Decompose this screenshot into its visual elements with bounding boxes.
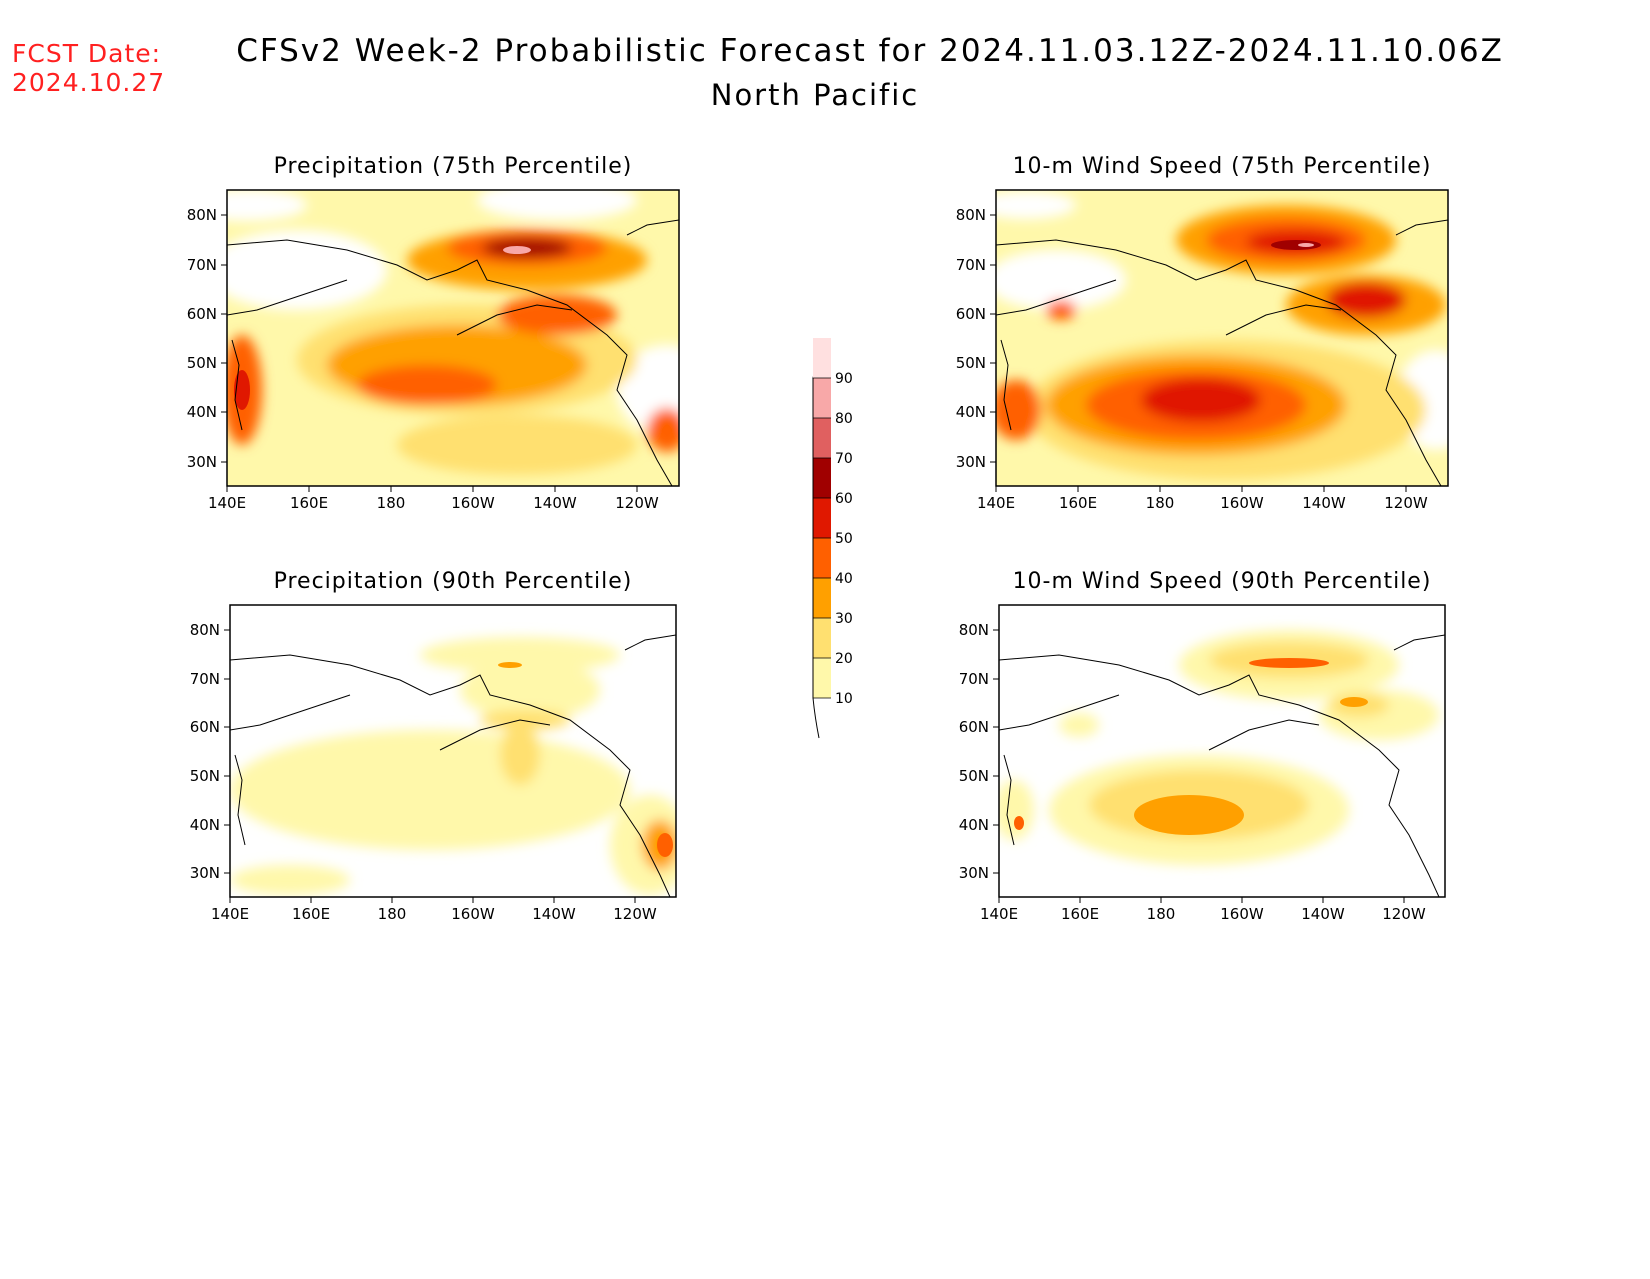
- fcst-date-value: 2024.10.27: [12, 68, 165, 97]
- colorbar-label: 40: [835, 571, 853, 587]
- wind-75-field: [996, 190, 1448, 486]
- panel-precip-75: Precipitation (75th Percentile): [187, 154, 680, 512]
- colorbar-label: 10: [835, 691, 853, 707]
- lon-tick-label: 120W: [613, 905, 657, 923]
- lat-tick-label: 50N: [190, 767, 220, 785]
- lat-tick-label: 70N: [959, 670, 989, 688]
- figure-title: CFSv2 Week-2 Probabilistic Forecast for …: [236, 33, 1504, 69]
- lon-tick-label: 140E: [977, 494, 1015, 512]
- colorbar-label: 20: [835, 651, 853, 667]
- colorbar-swatch: [813, 458, 831, 498]
- lat-tick-label: 30N: [190, 864, 220, 882]
- lat-tick-label: 40N: [187, 403, 217, 421]
- lat-tick-label: 40N: [190, 816, 220, 834]
- lat-tick-label: 50N: [956, 354, 986, 372]
- precip-90-field: [230, 605, 676, 897]
- lon-tick-label: 180: [1146, 494, 1175, 512]
- lon-tick-label: 160E: [292, 905, 330, 923]
- lat-ticks: 80N 70N 60N 50N 40N 30N: [190, 621, 230, 882]
- lon-tick-label: 140E: [980, 905, 1018, 923]
- lat-tick-label: 80N: [190, 621, 220, 639]
- colorbar-swatches: [812, 338, 831, 698]
- colorbar-label: 80: [835, 411, 853, 427]
- panel-wind-75: 10-m Wind Speed (75th Percentile): [956, 154, 1449, 512]
- colorbar: 10 20 30 40 50 60 70 80 90: [812, 338, 853, 739]
- lon-ticks: 140E 160E 180 160W 140W 120W: [208, 486, 659, 512]
- lat-ticks: 80N 70N 60N 50N 40N 30N: [956, 206, 996, 471]
- lon-tick-label: 160E: [1059, 494, 1097, 512]
- lat-tick-label: 30N: [959, 864, 989, 882]
- lon-tick-label: 160W: [451, 905, 495, 923]
- lat-tick-label: 70N: [956, 256, 986, 274]
- panel-precip-90: Precipitation (90th Percentile): [190, 569, 677, 923]
- lat-tick-label: 80N: [959, 621, 989, 639]
- colorbar-swatch: [813, 418, 831, 458]
- colorbar-swatch: [813, 658, 831, 698]
- lon-tick-label: 140E: [208, 494, 246, 512]
- lat-ticks: 80N 70N 60N 50N 40N 30N: [187, 206, 227, 471]
- lat-tick-label: 50N: [187, 354, 217, 372]
- lon-ticks: 140E 160E 180 160W 140W 120W: [977, 486, 1428, 512]
- fcst-date-label: FCST Date:: [12, 39, 161, 68]
- lon-tick-label: 140W: [1301, 905, 1345, 923]
- lon-tick-label: 160W: [1220, 494, 1264, 512]
- colorbar-swatch: [813, 338, 831, 378]
- lon-tick-label: 160E: [1061, 905, 1099, 923]
- lon-tick-label: 140E: [211, 905, 249, 923]
- lat-tick-label: 60N: [959, 718, 989, 736]
- lon-ticks: 140E 160E 180 160W 140W 120W: [980, 897, 1426, 923]
- lon-tick-label: 160E: [290, 494, 328, 512]
- lon-tick-label: 180: [378, 905, 407, 923]
- figure-subtitle: North Pacific: [711, 78, 920, 112]
- colorbar-labels: 10 20 30 40 50 60 70 80 90: [813, 371, 853, 707]
- panel-wind-90: 10-m Wind Speed (90th Percentile): [959, 569, 1446, 923]
- colorbar-swatch: [813, 538, 831, 578]
- lon-ticks: 140E 160E 180 160W 140W 120W: [211, 897, 657, 923]
- colorbar-label: 70: [835, 451, 853, 467]
- panel-title: Precipitation (90th Percentile): [274, 569, 633, 594]
- colorbar-swatch: [813, 618, 831, 658]
- colorbar-swatch: [813, 578, 831, 618]
- panel-title: Precipitation (75th Percentile): [274, 154, 633, 179]
- lon-tick-label: 180: [1147, 905, 1176, 923]
- lon-tick-label: 140W: [1302, 494, 1346, 512]
- precip-75-field: [227, 190, 679, 486]
- lat-tick-label: 30N: [187, 453, 217, 471]
- colorbar-label: 50: [835, 531, 853, 547]
- lat-tick-label: 60N: [187, 305, 217, 323]
- colorbar-label: 90: [835, 371, 853, 387]
- lon-tick-label: 180: [377, 494, 406, 512]
- lat-tick-label: 70N: [187, 256, 217, 274]
- lon-tick-label: 120W: [1384, 494, 1428, 512]
- lon-tick-label: 160W: [451, 494, 495, 512]
- lon-tick-label: 140W: [533, 494, 577, 512]
- lat-tick-label: 40N: [956, 403, 986, 421]
- panel-title: 10-m Wind Speed (90th Percentile): [1013, 569, 1432, 594]
- lat-tick-label: 30N: [956, 453, 986, 471]
- lon-tick-label: 120W: [615, 494, 659, 512]
- lat-tick-label: 40N: [959, 816, 989, 834]
- lat-tick-label: 80N: [956, 206, 986, 224]
- lon-tick-label: 140W: [532, 905, 576, 923]
- lat-tick-label: 70N: [190, 670, 220, 688]
- colorbar-swatch: [813, 378, 831, 418]
- colorbar-label: 60: [835, 491, 853, 507]
- lat-tick-label: 60N: [956, 305, 986, 323]
- colorbar-swatch: [813, 498, 831, 538]
- lon-tick-label: 160W: [1220, 905, 1264, 923]
- lat-tick-label: 60N: [190, 718, 220, 736]
- lat-tick-label: 80N: [187, 206, 217, 224]
- colorbar-label: 30: [835, 611, 853, 627]
- lat-tick-label: 50N: [959, 767, 989, 785]
- lat-ticks: 80N 70N 60N 50N 40N 30N: [959, 621, 999, 882]
- lon-tick-label: 120W: [1382, 905, 1426, 923]
- wind-90-field: [999, 605, 1445, 897]
- panel-title: 10-m Wind Speed (75th Percentile): [1013, 154, 1432, 179]
